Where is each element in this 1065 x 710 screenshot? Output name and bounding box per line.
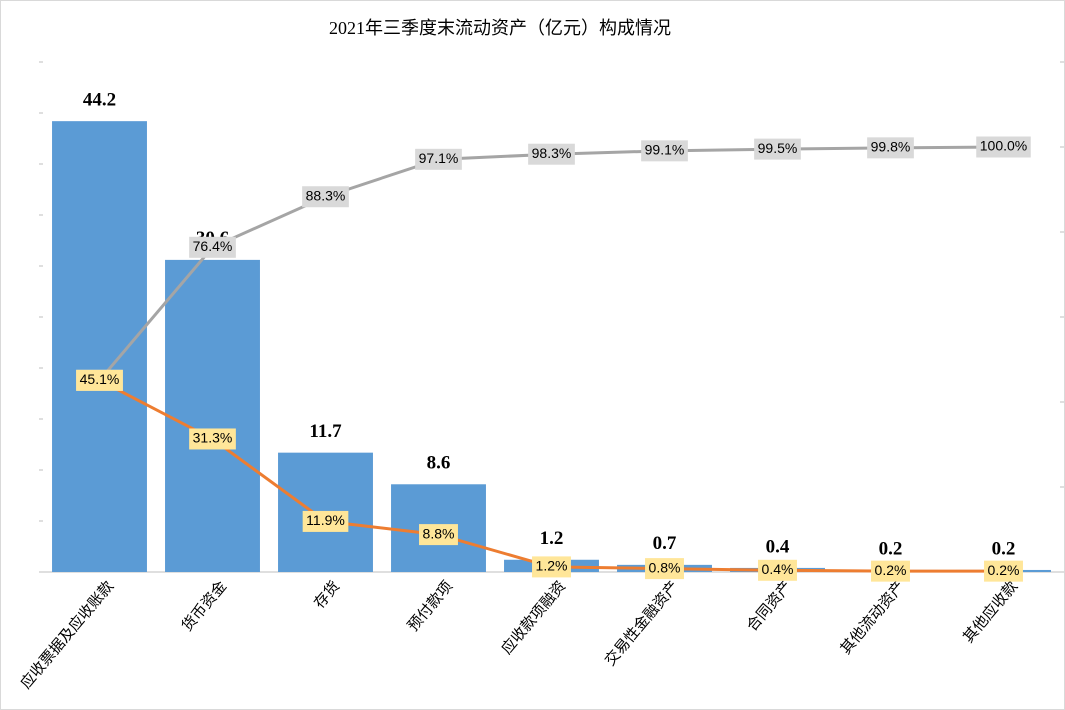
line-value-label: 100.0%	[980, 138, 1027, 154]
bar-value-label: 1.2	[540, 528, 564, 549]
point-label: 0.2%	[871, 560, 910, 582]
label-box	[758, 559, 797, 581]
line-value-label: 88.3%	[306, 187, 346, 203]
line-value-label: 76.4%	[193, 238, 233, 254]
label-box	[871, 560, 910, 582]
label-box	[415, 148, 462, 170]
bar-value-label: 0.7	[653, 533, 677, 554]
line-value-label: 0.2%	[988, 562, 1020, 578]
bar	[52, 121, 147, 572]
point-label: 76.4%	[189, 236, 236, 258]
point-label: 11.9%	[302, 510, 349, 532]
label-box	[76, 369, 123, 391]
label-box	[302, 510, 349, 532]
line-value-label: 45.1%	[80, 371, 120, 387]
label-box	[645, 558, 684, 580]
bar-value-label: 0.2	[879, 538, 903, 559]
line-value-label: 1.2%	[536, 558, 568, 574]
bar-value-label: 44.2	[83, 90, 116, 111]
label-box	[754, 138, 801, 160]
label-box	[984, 560, 1023, 582]
point-label: 45.1%	[76, 369, 123, 391]
label-box	[867, 137, 914, 159]
bar-value-label: 0.2	[992, 538, 1016, 559]
point-label: 98.3%	[528, 143, 575, 165]
point-label: 0.4%	[758, 559, 797, 581]
chart-title: 2021年三季度末流动资产（亿元）构成情况	[329, 18, 671, 38]
line-value-label: 98.3%	[532, 145, 572, 161]
point-label: 99.5%	[754, 138, 801, 160]
label-box	[419, 524, 458, 546]
label-box	[528, 143, 575, 165]
point-label: 0.8%	[645, 558, 684, 580]
label-box	[189, 428, 236, 450]
line-value-label: 97.1%	[419, 150, 459, 166]
line-value-label: 8.8%	[423, 525, 455, 541]
point-label: 8.8%	[419, 524, 458, 546]
point-label: 97.1%	[415, 148, 462, 170]
label-box	[532, 556, 571, 578]
line-value-label: 31.3%	[193, 430, 233, 446]
line-value-label: 0.8%	[649, 559, 681, 575]
point-label: 99.8%	[867, 137, 914, 159]
bar-value-label: 11.7	[309, 421, 342, 442]
line-value-label: 99.8%	[871, 139, 911, 155]
bar	[165, 259, 260, 572]
point-label: 99.1%	[641, 140, 688, 162]
line-value-label: 11.9%	[306, 512, 345, 528]
line-value-label: 99.1%	[645, 142, 685, 158]
label-box	[302, 186, 349, 208]
point-label: 31.3%	[189, 428, 236, 450]
label-box	[189, 236, 236, 258]
line-value-label: 0.2%	[875, 562, 907, 578]
point-label: 100.0%	[976, 136, 1031, 158]
bar-value-label: 0.4	[766, 536, 790, 557]
label-box	[641, 140, 688, 162]
point-label: 1.2%	[532, 556, 571, 578]
label-box	[976, 136, 1031, 158]
line-value-label: 0.4%	[762, 561, 794, 577]
bar-value-label: 8.6	[427, 453, 451, 474]
point-label: 0.2%	[984, 560, 1023, 582]
point-label: 88.3%	[302, 186, 349, 208]
line-value-label: 99.5%	[758, 140, 798, 156]
